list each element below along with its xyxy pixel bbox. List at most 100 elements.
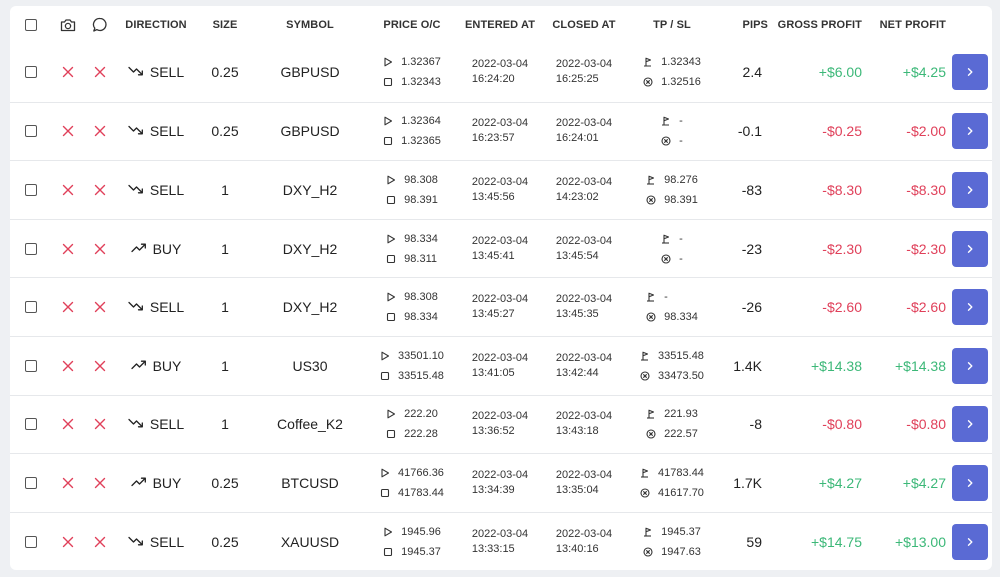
close-x-icon[interactable]	[93, 300, 107, 314]
row-checkbox[interactable]	[25, 301, 37, 314]
row-checkbox[interactable]	[25, 418, 37, 431]
close-x-icon[interactable]	[93, 476, 107, 490]
open-trade-button[interactable]	[952, 347, 988, 384]
close-x-icon[interactable]	[93, 359, 107, 373]
close-x-icon[interactable]	[93, 183, 107, 197]
row-checkbox[interactable]	[25, 242, 37, 255]
close-x-icon[interactable]	[61, 535, 75, 549]
open-trade-button[interactable]	[952, 171, 988, 208]
table-row[interactable]: SELL 1 Coffee_K2 222.20 222.28 2022-03-0…	[10, 394, 992, 454]
table-row[interactable]: SELL 0.25 GBPUSD 1.32367 1.32343 2022-03…	[10, 43, 992, 102]
header-price-oc[interactable]: PRICE O/C	[383, 18, 441, 31]
chevron-right-icon	[967, 537, 973, 546]
size-value: 0.25	[211, 64, 239, 81]
header-size[interactable]: SIZE	[212, 18, 238, 31]
target-flag-icon	[662, 117, 670, 126]
pips-value: 1.4K	[733, 357, 762, 374]
header-closed-at[interactable]: CLOSED AT	[552, 18, 616, 31]
row-checkbox[interactable]	[25, 66, 37, 79]
close-price: 98.311	[404, 252, 437, 265]
row-checkbox[interactable]	[25, 535, 37, 548]
row-checkbox[interactable]	[25, 476, 37, 489]
stop-loss-icon	[643, 77, 653, 87]
closed-at: 2022-03-04 16:24:01	[556, 116, 612, 146]
symbol-value: GBPUSD	[280, 123, 340, 140]
camera-icon[interactable]	[52, 6, 84, 43]
row-checkbox[interactable]	[25, 359, 37, 372]
open-trade-button[interactable]	[952, 406, 988, 443]
close-x-icon[interactable]	[93, 124, 107, 138]
row-checkbox[interactable]	[25, 183, 37, 196]
close-x-icon[interactable]	[61, 359, 75, 373]
entered-date: 2022-03-04	[471, 468, 529, 481]
close-x-icon[interactable]	[93, 417, 107, 431]
row-checkbox[interactable]	[25, 125, 37, 138]
stop-loss: 98.391	[664, 193, 698, 206]
header-tp-sl[interactable]: TP / SL	[653, 18, 691, 31]
table-row[interactable]: BUY 1 DXY_H2 98.334 98.311 2022-03-04 13…	[10, 218, 992, 278]
gross-profit-value: -$2.60	[822, 299, 862, 316]
close-x-icon[interactable]	[93, 65, 107, 79]
entered-date: 2022-03-04	[471, 293, 529, 306]
open-trade-button[interactable]	[952, 464, 988, 501]
header-symbol[interactable]: SYMBOL	[286, 18, 334, 31]
header-direction[interactable]: DIRECTION	[125, 18, 187, 31]
entered-date: 2022-03-04	[471, 527, 529, 540]
tp-sl-cell: 1.32343 1.32516	[643, 56, 701, 88]
chat-bubble-icon[interactable]	[84, 6, 116, 43]
stop-icon	[387, 313, 396, 322]
net-profit-value: -$8.30	[906, 181, 946, 198]
symbol-value: GBPUSD	[280, 64, 340, 81]
play-icon	[387, 175, 396, 185]
net-profit-value: +$14.38	[895, 357, 946, 374]
close-x-icon[interactable]	[61, 124, 75, 138]
close-x-icon[interactable]	[61, 417, 75, 431]
entered-at: 2022-03-04 13:45:56	[472, 175, 528, 205]
target-flag-icon	[644, 527, 652, 537]
header-net-profit[interactable]: NET PROFIT	[879, 18, 946, 31]
header-entered-at[interactable]: ENTERED AT	[464, 18, 536, 31]
close-x-icon[interactable]	[93, 242, 107, 256]
open-trade-button[interactable]	[952, 230, 988, 267]
open-trade-button[interactable]	[952, 113, 988, 150]
table-row[interactable]: BUY 0.25 BTCUSD 41766.36 41783.44 2022-0…	[10, 453, 992, 512]
price-open-close: 222.20 222.28	[386, 408, 438, 440]
table-row[interactable]: SELL 1 DXY_H2 98.308 98.334 2022-03-04 1…	[10, 277, 992, 336]
close-x-icon[interactable]	[61, 300, 75, 314]
close-x-icon[interactable]	[61, 476, 75, 490]
table-row[interactable]: BUY 1 US30 33501.10 33515.48 2022-03-04 …	[10, 335, 992, 395]
table-row[interactable]: SELL 1 DXY_H2 98.308 98.391 2022-03-04 1…	[10, 160, 992, 219]
header-pips[interactable]: PIPS	[742, 18, 768, 31]
symbol-value: BTCUSD	[281, 474, 339, 491]
size-value: 0.25	[211, 533, 239, 550]
trend-down-icon	[128, 419, 143, 428]
table-row[interactable]: SELL 0.25 GBPUSD 1.32364 1.32365 2022-03…	[10, 101, 992, 161]
entered-at: 2022-03-04 13:41:05	[472, 351, 528, 381]
open-trade-button[interactable]	[952, 289, 988, 326]
close-x-icon[interactable]	[61, 242, 75, 256]
select-all-checkbox[interactable]	[25, 18, 37, 31]
pips-value: -8	[749, 416, 762, 433]
closed-time: 13:35:04	[555, 483, 599, 496]
open-trade-button[interactable]	[952, 523, 988, 560]
symbol-value: XAUUSD	[280, 533, 340, 550]
table-row[interactable]: SELL 0.25 XAUUSD 1945.96 1945.37 2022-03…	[10, 511, 992, 570]
tp-sl-cell: - -	[661, 115, 683, 147]
play-icon	[387, 292, 396, 302]
header-gross-profit[interactable]: GROSS PROFIT	[777, 18, 862, 31]
entered-at: 2022-03-04 13:34:39	[472, 468, 528, 498]
close-x-icon[interactable]	[93, 535, 107, 549]
entered-date: 2022-03-04	[471, 351, 529, 364]
open-trade-button[interactable]	[952, 54, 988, 91]
entered-date: 2022-03-04	[471, 234, 529, 247]
close-x-icon[interactable]	[61, 183, 75, 197]
take-profit: -	[664, 291, 668, 304]
tp-sl-cell: 98.276 98.391	[646, 174, 698, 206]
open-price: 33501.10	[398, 349, 444, 362]
close-x-icon[interactable]	[61, 65, 75, 79]
direction-cell: BUY	[130, 475, 181, 491]
closed-date: 2022-03-04	[555, 175, 613, 188]
target-flag-icon	[641, 468, 649, 478]
price-open-close: 33501.10 33515.48	[380, 350, 444, 382]
chevron-right-icon	[967, 303, 973, 312]
